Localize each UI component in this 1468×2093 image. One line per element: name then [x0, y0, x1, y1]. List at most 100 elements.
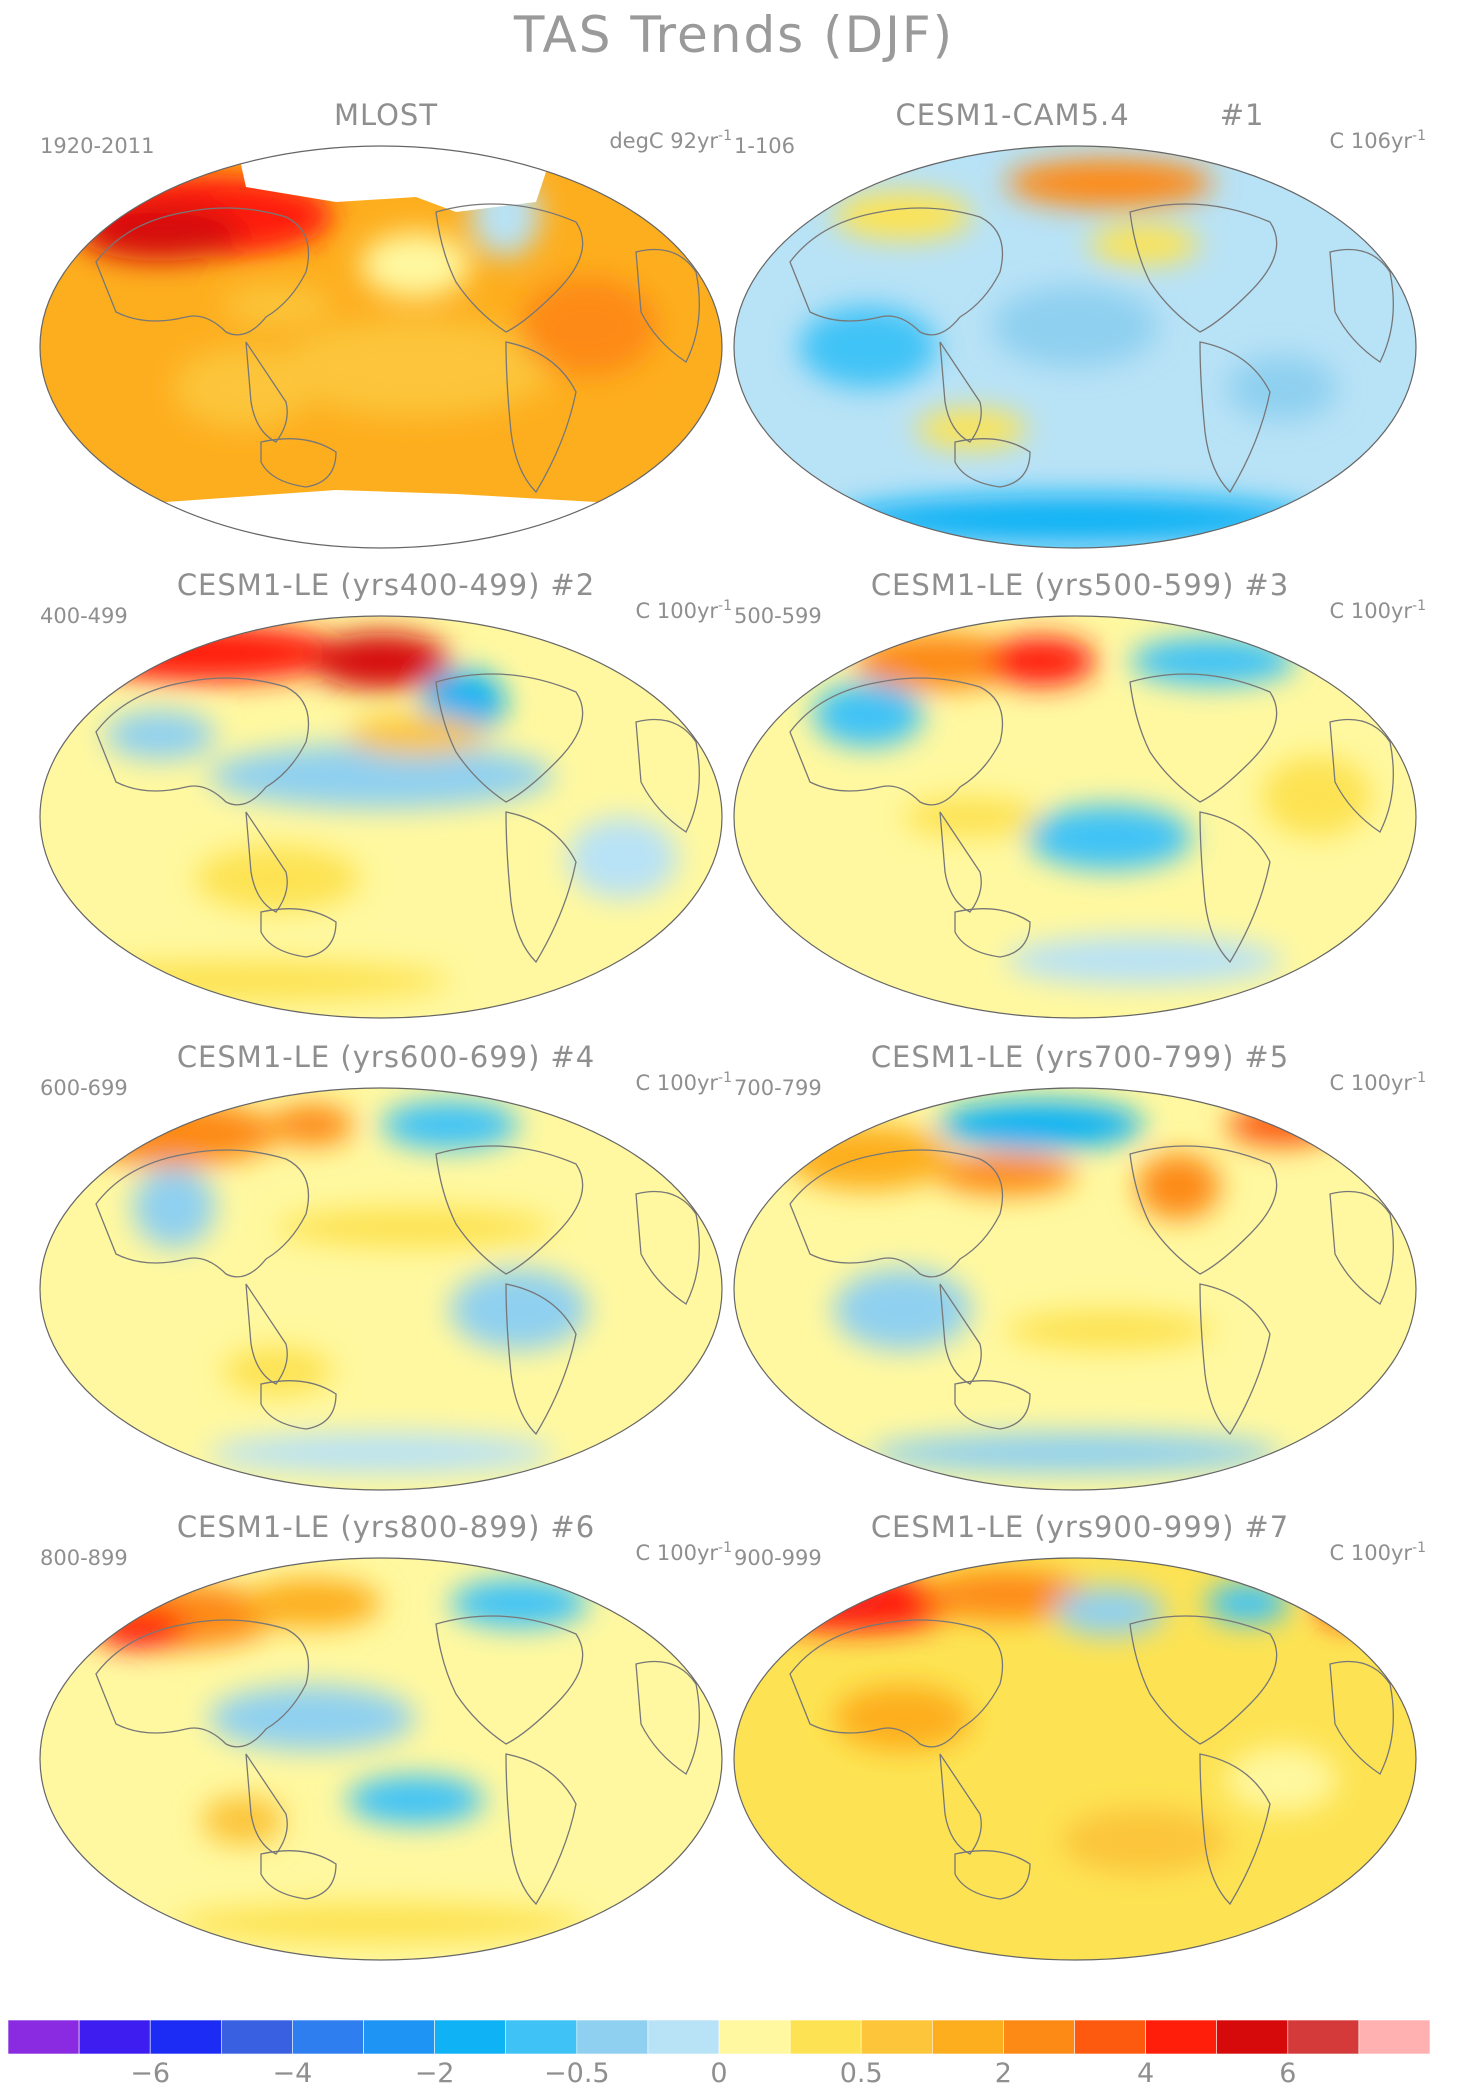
units-exponent: -1 — [1412, 128, 1426, 144]
field-anomaly — [1054, 1586, 1165, 1636]
field-anomaly — [381, 1100, 519, 1150]
field-anomaly — [450, 1578, 588, 1628]
map-panel: MLOST 1920-2011 degC 92yr-1 — [36, 98, 736, 568]
field-anomaly — [1006, 158, 1213, 208]
field-anomaly — [208, 1432, 554, 1474]
coastline — [939, 1753, 982, 1855]
field-anomaly — [194, 845, 361, 912]
panel-units-label: C 106yr-1 — [1330, 128, 1426, 153]
coastline — [1129, 203, 1278, 333]
field-anomaly — [792, 1574, 875, 1600]
panel-period-label: 600-699 — [40, 1076, 128, 1100]
coastline — [245, 1283, 288, 1385]
field-anomaly — [91, 1607, 188, 1649]
panel-title: CESM1-CAM5.4 #1 — [730, 98, 1430, 132]
coastline — [1129, 673, 1278, 803]
coastline — [245, 1753, 288, 1855]
coastline — [1329, 718, 1394, 833]
colorbar-tick-label: −6 — [130, 2058, 171, 2089]
coastline — [505, 341, 577, 494]
units-exponent: -1 — [718, 598, 732, 614]
field-anomaly — [799, 306, 937, 388]
panel-period-label: 1920-2011 — [40, 134, 155, 158]
colorbar-tick-label: 6 — [1279, 2058, 1297, 2089]
panel-number: #6 — [550, 1510, 596, 1544]
panel-title: CESM1-LE (yrs700-799) #5 — [730, 1040, 1430, 1074]
map-panel: CESM1-CAM5.4 #1 1-106 C 106yr-1 — [730, 98, 1430, 568]
coastline — [505, 811, 577, 964]
field-anomaly — [277, 1207, 554, 1248]
coastline — [505, 1283, 577, 1436]
colorbar-tick-label: 0 — [710, 2058, 728, 2089]
map-border — [733, 1087, 1417, 1491]
panel-period-label: 500-599 — [734, 604, 822, 628]
field-anomaly — [1206, 1582, 1289, 1624]
map-border — [733, 615, 1417, 1019]
colorbar-swatch — [789, 2020, 862, 2054]
colorbar-swatch — [931, 2020, 1004, 2054]
colorbar-swatch — [363, 2020, 435, 2054]
panel-units-label: degC 92yr-1 — [609, 128, 732, 153]
field-anomaly — [201, 1795, 285, 1846]
colorbar-swatch — [292, 2020, 364, 2054]
field-anomaly — [270, 1104, 354, 1146]
field-anomaly — [833, 191, 972, 241]
robinson-map — [733, 615, 1417, 1019]
field-anomaly — [833, 1268, 972, 1351]
coastline — [245, 811, 288, 913]
colorbar-swatch — [1074, 2020, 1146, 2054]
colorbar-swatch — [576, 2020, 649, 2054]
panel-units-label: C 100yr-1 — [1330, 598, 1426, 623]
field-anomaly — [346, 714, 485, 756]
panel-title: CESM1-LE (yrs400-499) #2 — [36, 568, 736, 602]
coastline — [635, 718, 700, 833]
field-anomaly — [812, 681, 924, 748]
coastline — [260, 1850, 337, 1900]
robinson-map — [39, 145, 723, 549]
field-anomaly — [854, 632, 1020, 690]
coastline — [635, 248, 700, 363]
panel-period-label: 700-799 — [734, 1076, 822, 1100]
coastline — [789, 207, 1004, 336]
coastline — [1329, 1190, 1394, 1305]
panel-title-text: CESM1-CAM5.4 — [895, 98, 1130, 132]
colorbar-tick-label: −0.5 — [544, 2058, 610, 2089]
panel-units-label: C 100yr-1 — [636, 1540, 732, 1565]
coastline — [939, 811, 982, 913]
map-panel: CESM1-LE (yrs600-699) #4 600-699 C 100yr-1 — [36, 1040, 736, 1510]
field-anomaly — [222, 285, 333, 327]
map-border — [39, 615, 723, 1019]
coastline — [789, 1619, 1004, 1748]
coastline — [95, 1149, 310, 1278]
field-anomaly — [1006, 1309, 1213, 1351]
page-title: TAS Trends (DJF) — [513, 6, 955, 64]
coastline — [95, 207, 310, 336]
colorbar-tick-label: 4 — [1137, 2058, 1155, 2089]
panel-units-label: C 100yr-1 — [1330, 1070, 1426, 1095]
robinson-map — [39, 1087, 723, 1491]
coastline — [435, 673, 584, 803]
map-border — [39, 1087, 723, 1491]
coastline — [954, 1850, 1031, 1900]
units-text: C 106yr — [1329, 129, 1413, 153]
panel-units-label: C 100yr-1 — [636, 598, 732, 623]
panel-title: CESM1-LE (yrs600-699) #4 — [36, 1040, 736, 1074]
coastline — [954, 438, 1031, 488]
coastline — [505, 1753, 577, 1906]
field-anomaly — [1137, 1153, 1220, 1220]
panel-title: MLOST — [36, 98, 736, 132]
field-anomaly — [1006, 935, 1282, 986]
coastline — [1329, 1660, 1394, 1775]
colorbar-swatch — [1216, 2020, 1289, 2054]
coastline — [789, 677, 1004, 806]
panel-number: #2 — [550, 568, 596, 602]
field-anomaly — [833, 1685, 972, 1751]
colorbar-swatch — [860, 2020, 933, 2054]
panel-number: #3 — [1244, 568, 1290, 602]
colorbar-tick-label: −2 — [414, 2058, 455, 2089]
coastline — [1199, 341, 1271, 494]
field-anomaly — [360, 232, 471, 298]
colorbar — [8, 2020, 1430, 2054]
coastline — [260, 438, 337, 488]
panel-period-label: 1-106 — [734, 134, 796, 158]
